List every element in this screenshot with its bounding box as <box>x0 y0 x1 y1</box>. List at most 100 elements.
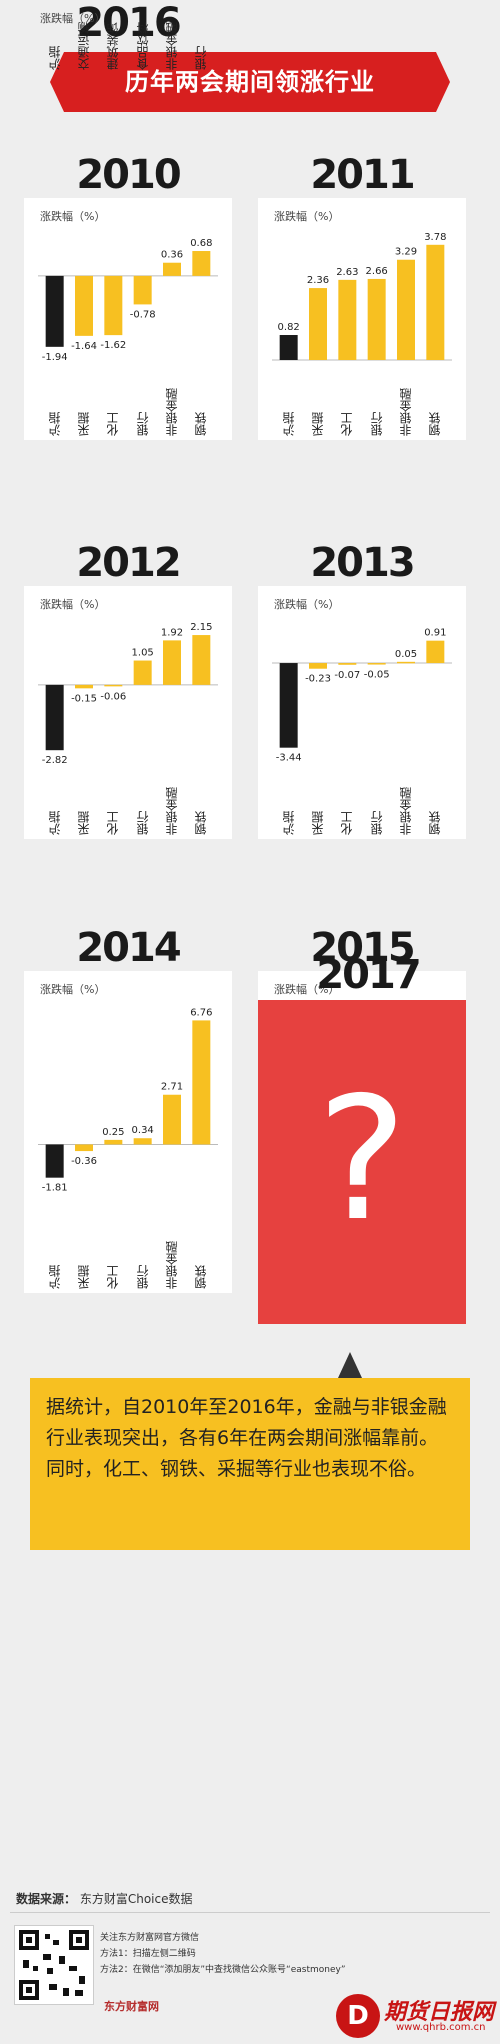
data-label: 1.92 <box>161 627 183 638</box>
category-label: 钢铁 <box>194 1265 209 1289</box>
category-label: 化工 <box>106 412 121 436</box>
bar-化工 <box>338 663 357 665</box>
category-label: 沪指 <box>47 811 62 835</box>
chart-panel-2013: 涨跌幅（%） -3.44 -0.23 -0.07 -0.05 0.05 0.91 沪指 采掘 化工… <box>258 586 466 839</box>
y-axis-title: 涨跌幅（%） <box>274 598 340 611</box>
data-label: -0.78 <box>130 309 156 320</box>
bar-非银金融 <box>397 259 415 360</box>
category-label: 非银金融 <box>399 388 413 436</box>
footer-method-2: 方法2：在微信“添加朋友”中查找微信公众账号“eastmoney” <box>100 1965 346 1975</box>
category-label: 采掘 <box>77 412 91 436</box>
data-label: -0.05 <box>364 669 390 680</box>
year-label-2015: 2015 <box>310 925 415 971</box>
footer-method-1: 方法1：扫描左侧二维码 <box>100 1949 196 1959</box>
data-label: 1.05 <box>132 648 154 659</box>
qhrb-watermark: D 期货日报网 www.qhrb.com.cn <box>336 1994 496 2038</box>
year-label-2017: 2017 <box>316 952 421 998</box>
question-panel-2017: ? <box>258 1000 466 1324</box>
bar-非银金融 <box>163 1094 181 1145</box>
data-label: 2.66 <box>366 266 388 277</box>
category-label: 化工 <box>106 1265 121 1289</box>
data-label: 2.15 <box>190 622 212 633</box>
bar-chart-2011: 0.82 2.36 2.63 2.66 3.29 3.78 <box>272 232 452 361</box>
data-label: 0.25 <box>102 1127 124 1138</box>
category-label: 银行 <box>135 412 150 436</box>
category-label: 建筑装饰 <box>106 22 121 70</box>
data-label: 2.63 <box>336 267 358 278</box>
category-label: 银行 <box>135 811 150 835</box>
data-label: -0.36 <box>71 1156 97 1167</box>
year-label-2016: 2016 <box>76 0 181 46</box>
category-label: 钢铁 <box>194 811 209 835</box>
bar-非银金融 <box>163 262 181 276</box>
bar-钢铁 <box>426 244 445 360</box>
qhrb-logo-letter: D <box>347 2001 369 2031</box>
data-label: -0.15 <box>71 693 97 704</box>
bar-沪指 <box>279 663 298 748</box>
data-label: 0.82 <box>278 322 300 333</box>
bar-化工 <box>104 275 123 336</box>
category-label: 沪指 <box>281 811 296 835</box>
y-axis-title: 涨跌幅（%） <box>274 210 340 223</box>
data-label: -0.23 <box>305 674 331 685</box>
bar-化工 <box>104 1139 123 1145</box>
chart-panel-2014: 涨跌幅（%） -1.81 -0.36 0.25 0.34 2.71 6.76 沪指 采掘 化工 银行… <box>24 971 232 1293</box>
bar-沪指 <box>279 335 298 360</box>
qhrb-name: 期货日报网 <box>384 2000 495 2025</box>
bar-采掘 <box>309 663 327 669</box>
source-label: 数据来源： <box>16 1892 77 1906</box>
y-axis-title: 涨跌幅（%） <box>40 12 106 25</box>
qhrb-url: www.qhrb.com.cn <box>396 2022 486 2033</box>
data-source: 数据来源： 东方财富Choice数据 <box>16 1890 193 1907</box>
category-label: 银行 <box>194 46 209 70</box>
data-label: -1.94 <box>42 352 68 363</box>
category-label: 银行 <box>135 1265 150 1289</box>
bar-chart-2012: -2.82 -0.15 -0.06 1.05 1.92 2.15 <box>38 622 218 766</box>
data-label: 3.29 <box>395 247 417 258</box>
chart-panel-2010: 涨跌幅（%） -1.94 -1.64 -1.62 -0.78 0.36 0.68 沪指 采掘 化工… <box>24 198 232 440</box>
y-axis-title: 涨跌幅（%） <box>274 983 340 996</box>
data-label: -0.07 <box>334 670 360 681</box>
bar-非银金融 <box>163 640 181 685</box>
data-label: 0.91 <box>424 628 446 639</box>
bar-采掘 <box>75 1144 93 1152</box>
category-label: 钢铁 <box>428 811 443 835</box>
category-label: 非银金融 <box>399 787 413 835</box>
year-label-2011: 2011 <box>310 152 415 198</box>
category-label: 非银金融 <box>165 388 179 436</box>
category-label: 沪指 <box>47 46 62 70</box>
source-value: 东方财富Choice数据 <box>79 1892 193 1906</box>
bar-沪指 <box>45 275 64 347</box>
data-label: -2.82 <box>42 755 68 766</box>
category-label: 交通运输 <box>77 22 91 70</box>
bar-钢铁 <box>426 640 445 664</box>
category-label: 非银金融 <box>165 787 179 835</box>
data-label: -1.81 <box>42 1183 68 1194</box>
category-label: 非银金融 <box>165 1241 179 1289</box>
bar-沪指 <box>45 1144 64 1178</box>
summary-pointer <box>338 1352 362 1378</box>
chart-panel-2012: 涨跌幅（%） -2.82 -0.15 -0.06 1.05 1.92 2.15 沪指 采掘 化工银… <box>24 586 232 839</box>
bar-非银金融 <box>397 661 415 664</box>
summary-text: 据统计，自2010年至2016年，金融与非银金融行业表现突出，各有6年在两会期间… <box>46 1396 447 1480</box>
year-label-2010: 2010 <box>76 152 181 198</box>
bar-chart-2014: -1.81 -0.36 0.25 0.34 2.71 6.76 <box>38 1007 218 1194</box>
data-label: -0.06 <box>100 691 126 702</box>
bar-银行 <box>133 275 152 305</box>
category-label: 银行 <box>369 412 384 436</box>
bar-化工 <box>338 279 357 360</box>
data-label: 0.05 <box>395 649 417 660</box>
category-label: 沪指 <box>47 1265 62 1289</box>
category-label: 采掘 <box>77 1265 91 1289</box>
bar-钢铁 <box>192 251 211 276</box>
bar-银行 <box>367 663 386 665</box>
category-label: 沪指 <box>281 412 296 436</box>
footer-divider <box>10 1912 490 1913</box>
category-label: 采掘 <box>311 811 325 835</box>
data-label: -1.64 <box>71 341 97 352</box>
data-label: 0.36 <box>161 250 183 261</box>
year-label-2012: 2012 <box>76 540 181 586</box>
bar-钢铁 <box>192 1020 211 1145</box>
data-label: 2.36 <box>307 275 329 286</box>
footer-follow-text: 关注东方财富网官方微信 <box>100 1933 200 1943</box>
